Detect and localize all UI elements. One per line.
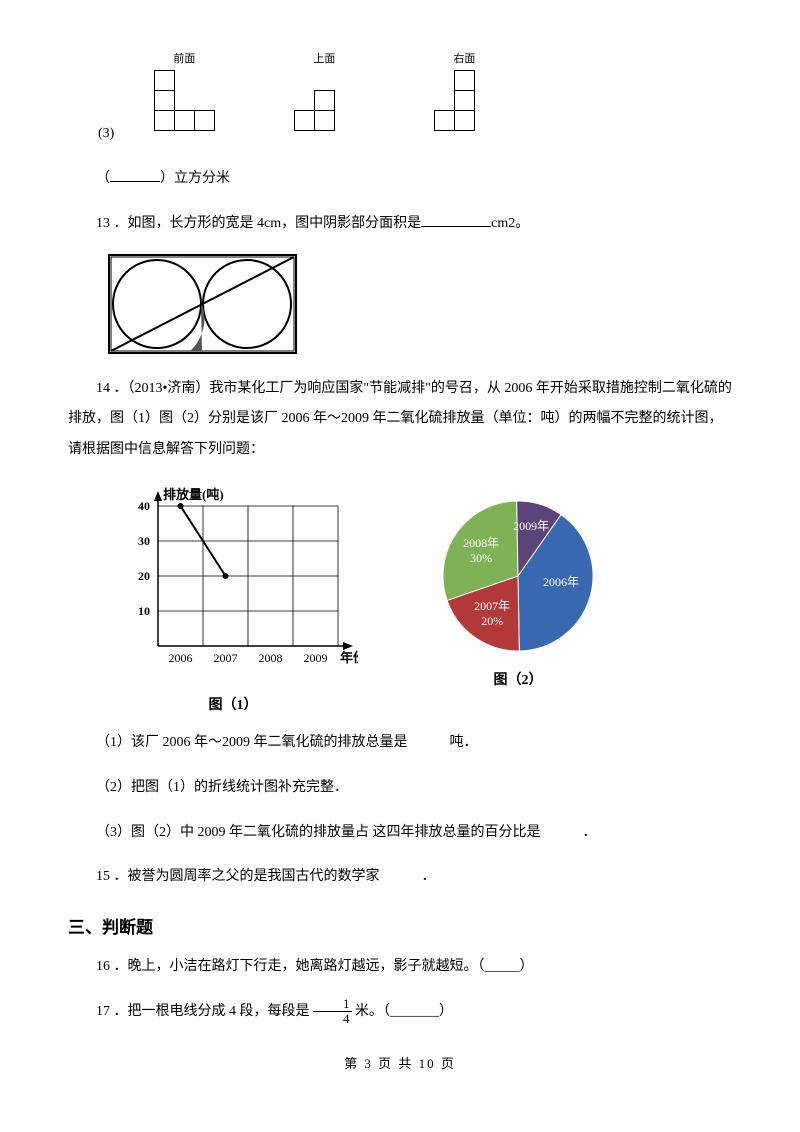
q14-sub1: （1）该厂 2006 年～2009 年二氧化硫的排放总量是 吨． [68,728,732,759]
q14-sub2: （2）把图（1）的折线统计图补充完整． [68,773,732,804]
svg-text:2009: 2009 [304,651,328,665]
q14-sub3: （3）图（2）中 2009 年二氧化硫的排放量占 这四年排放总量的百分比是 ． [68,818,732,849]
q13-figure [108,254,298,354]
svg-text:2006: 2006 [169,651,193,665]
svg-text:2006年: 2006年 [543,575,579,589]
svg-text:10: 10 [138,604,150,618]
svg-text:20%: 20% [481,614,503,628]
view-top-label: 上面 [313,50,335,66]
svg-text:2008年: 2008年 [463,536,499,550]
svg-text:2007: 2007 [214,651,238,665]
svg-text:30%: 30% [470,551,492,565]
section-3-title: 三、判断题 [68,913,732,938]
q14-text: 14 ．（2013•济南）我市某化工厂为响应国家"节能减排"的号召，从 2006… [68,374,732,466]
view-front-label: 前面 [173,50,195,66]
q12-blank: （）立方分米 [68,164,732,195]
fig2-label: 图（2） [494,669,543,689]
svg-text:年份: 年份 [340,650,358,665]
q13-text: 13 ．如图，长方形的宽是 4cm，图中阴影部分面积是cm2。 [68,209,732,240]
pie-chart: 2006年 2007年20% 2008年30% 2009年 图（2） [418,481,618,689]
svg-text:2007年: 2007年 [474,599,510,613]
q15-text: 15 ．被誉为圆周率之父的是我国古代的数学家 ． [68,862,732,893]
svg-text:2008: 2008 [259,651,283,665]
view-right-label: 右面 [453,50,475,66]
svg-text:30: 30 [138,534,150,548]
q17-text: 17 ．把一根电线分成 4 段，每段是 14 米。（_______） [68,997,732,1028]
page-footer: 第 3 页 共 10 页 [68,1053,732,1072]
line-chart: 10 20 30 40 2006 2007 2008 2009 排放量(吨) 年份 图（1） [108,481,358,714]
svg-text:40: 40 [138,499,150,513]
svg-text:2009年: 2009年 [513,519,549,533]
view-right: 右面 [434,50,494,130]
fig1-label: 图（1） [108,694,358,714]
view-front: 前面 [154,50,214,130]
svg-text:20: 20 [138,569,150,583]
q16-text: 16 ．晚上，小洁在路灯下行走，她离路灯越远，影子就越短。（_____） [68,952,732,983]
view-top: 上面 [294,50,354,130]
svg-text:排放量(吨): 排放量(吨) [163,487,224,502]
